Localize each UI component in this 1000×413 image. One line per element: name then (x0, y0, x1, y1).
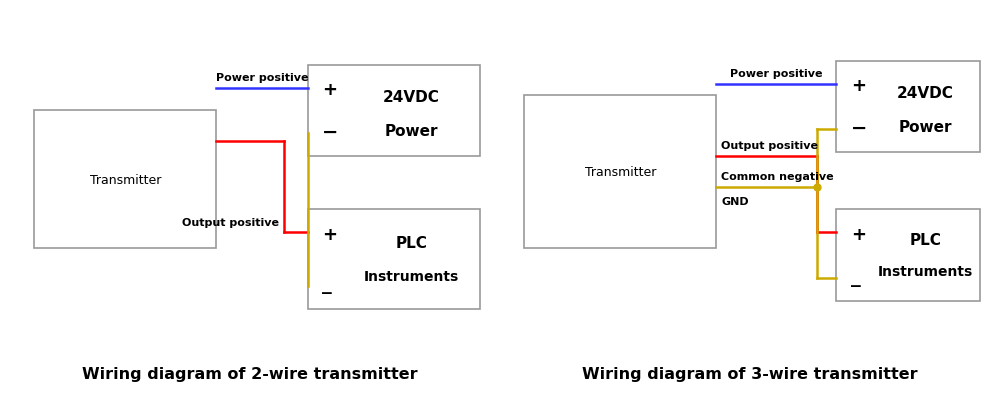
Text: +: + (322, 225, 337, 243)
Text: _: _ (851, 267, 861, 286)
Bar (836, 62, 980, 153)
Bar (308, 66, 480, 157)
Text: 24VDC: 24VDC (383, 90, 440, 105)
Text: 24VDC: 24VDC (897, 86, 954, 101)
Bar (524, 96, 716, 248)
Text: +: + (322, 81, 337, 99)
Text: Transmitter: Transmitter (585, 166, 656, 178)
Bar (34, 111, 216, 248)
Bar (836, 210, 980, 301)
Text: Power: Power (899, 120, 952, 135)
Text: Power positive: Power positive (216, 73, 308, 83)
Text: Power positive: Power positive (730, 69, 823, 79)
Bar (308, 210, 480, 309)
Text: +: + (851, 77, 866, 95)
Text: −: − (851, 119, 867, 138)
Text: Output positive: Output positive (721, 141, 818, 151)
Text: _: _ (322, 275, 332, 294)
Text: +: + (851, 225, 866, 243)
Text: Output positive: Output positive (182, 217, 279, 227)
Text: −: − (322, 123, 338, 142)
Text: GND: GND (721, 196, 749, 206)
Text: Instruments: Instruments (878, 264, 973, 278)
Text: Power: Power (385, 124, 438, 139)
Text: Transmitter: Transmitter (90, 173, 161, 186)
Text: PLC: PLC (395, 235, 427, 250)
Text: Instruments: Instruments (364, 269, 459, 283)
Text: Common negative: Common negative (721, 171, 834, 181)
Text: PLC: PLC (910, 233, 942, 247)
Text: Wiring diagram of 2-wire transmitter: Wiring diagram of 2-wire transmitter (82, 366, 418, 381)
Text: Wiring diagram of 3-wire transmitter: Wiring diagram of 3-wire transmitter (582, 366, 918, 381)
